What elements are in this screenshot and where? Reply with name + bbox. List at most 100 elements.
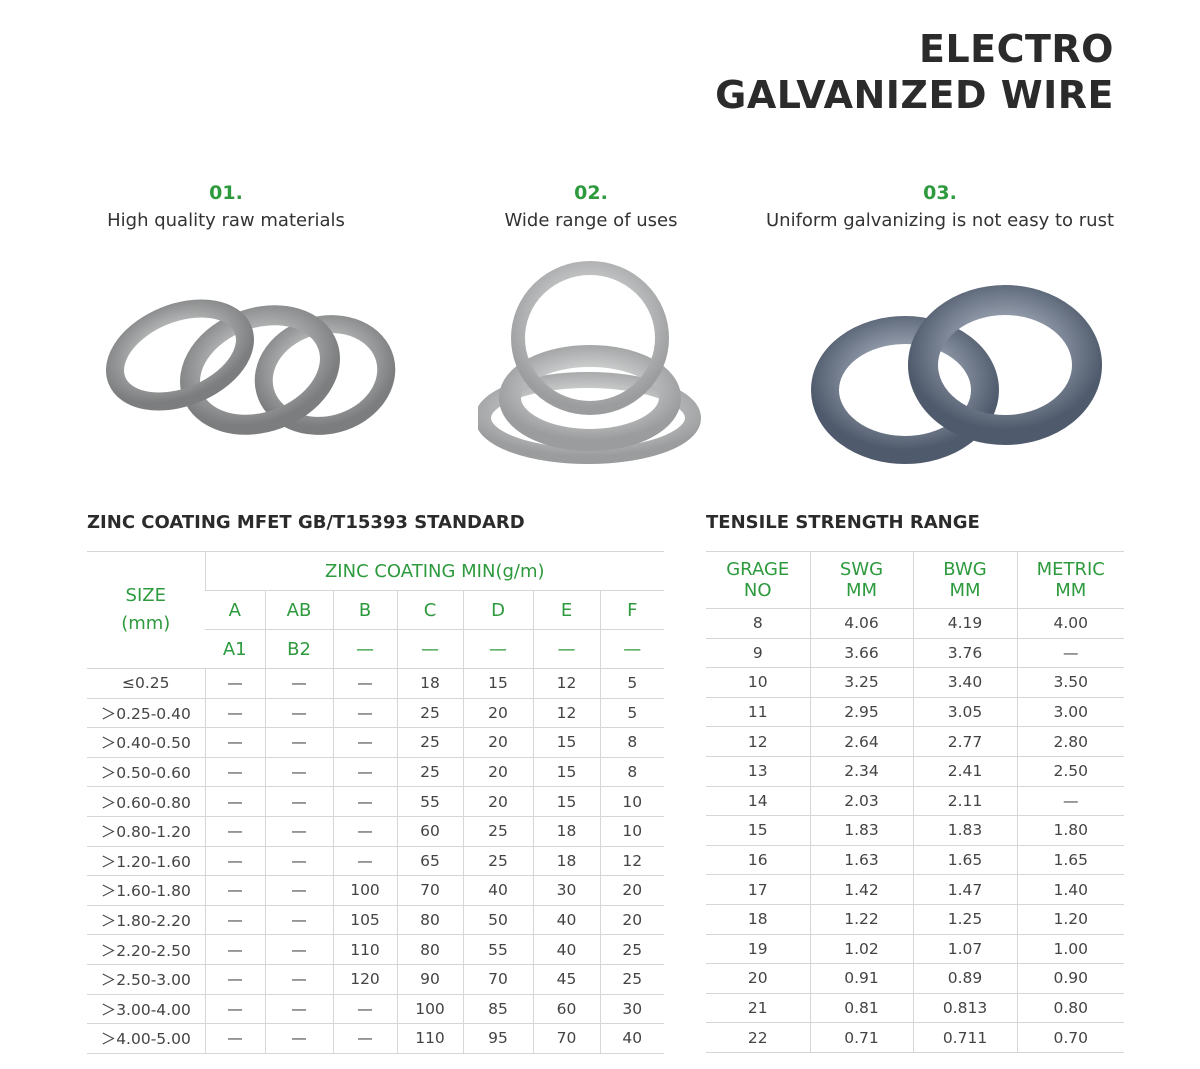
class-header: D: [462, 590, 533, 630]
value-cell: 2.11: [912, 785, 1017, 817]
table-row: 13 2.34 2.41 2.50: [706, 755, 1124, 787]
value-cell: 17: [706, 874, 810, 905]
coating-cell: —: [204, 845, 265, 877]
feature-3: 03. Uniform galvanizing is not easy to r…: [740, 180, 1140, 236]
size-header: SIZE (mm): [87, 551, 205, 669]
table-row: ＞1.60-1.80— —100 70 40 30 20: [87, 875, 664, 906]
feature-text: Wide range of uses: [504, 210, 678, 231]
table-row: 11 2.95 3.05 3.00: [706, 696, 1124, 728]
coating-cell: 110: [332, 934, 397, 965]
coating-cell: —: [264, 756, 333, 788]
value-cell: 0.89: [912, 963, 1017, 994]
coating-cell: 25: [462, 845, 533, 877]
table-row: 20 0.91 0.89 0.90: [706, 963, 1124, 994]
wire-coils-image-1: [106, 299, 396, 435]
coating-cell: 15: [532, 727, 600, 758]
size-cell: ＞0.80-1.20: [87, 815, 205, 847]
feature-text: Uniform galvanizing is not easy to rust: [765, 210, 1115, 231]
coating-cell: 8: [599, 727, 664, 758]
coating-cell: 105: [332, 904, 397, 936]
coating-cell: —: [204, 875, 265, 906]
size-cell: ＞3.00-4.00: [87, 993, 205, 1025]
column-header: SWG MM: [809, 551, 913, 609]
table-row: 21 0.81 0.813 0.80: [706, 992, 1124, 1024]
table-row: ＞3.00-4.00— — —100 85 60 30: [87, 993, 664, 1025]
coating-cell: —: [332, 815, 397, 847]
table-row: ＞2.50-3.00— —120 90 70 45 25: [87, 963, 664, 995]
coating-cell: 65: [396, 845, 463, 877]
coating-cell: 15: [532, 756, 600, 788]
coating-cell: 120: [332, 963, 397, 995]
class-header: B: [332, 590, 397, 630]
coating-cell: —: [204, 815, 265, 847]
coating-cell: 90: [396, 963, 463, 995]
value-cell: 0.813: [912, 992, 1017, 1024]
coating-cell: 25: [599, 963, 664, 995]
coating-cell: 30: [532, 875, 600, 906]
feature-2: 02. Wide range of uses: [460, 180, 722, 236]
table-row: 12 2.64 2.77 2.80: [706, 726, 1124, 757]
table-row: 9 3.66 3.76—: [706, 637, 1124, 669]
value-cell: 0.70: [1016, 1022, 1124, 1053]
size-cell: ＞0.25-0.40: [87, 697, 205, 729]
coating-cell: 18: [532, 815, 600, 847]
value-cell: 1.02: [809, 933, 913, 965]
coating-cell: 12: [599, 845, 664, 877]
value-cell: 1.20: [1016, 903, 1124, 935]
coating-cell: 40: [599, 1023, 664, 1054]
coating-cell: —: [204, 993, 265, 1025]
value-cell: 16: [706, 844, 810, 876]
coating-cell: 18: [532, 845, 600, 877]
value-cell: 22: [706, 1022, 810, 1053]
zinc-section-title: ZINC COATING MFET GB/T15393 STANDARD: [87, 512, 525, 533]
value-cell: 18: [706, 903, 810, 935]
coating-cell: 18: [396, 668, 463, 699]
size-cell: ＞1.60-1.80: [87, 875, 205, 906]
value-cell: 1.83: [912, 815, 1017, 846]
value-cell: 0.711: [912, 1022, 1017, 1053]
subclass-header: B2: [264, 629, 333, 669]
value-cell: 1.63: [809, 844, 913, 876]
coating-cell: 45: [532, 963, 600, 995]
size-cell: ＞0.40-0.50: [87, 727, 205, 758]
coating-cell: 20: [462, 756, 533, 788]
coating-cell: 5: [599, 668, 664, 699]
coating-cell: 20: [462, 727, 533, 758]
table-row: ＞1.20-1.60— — —65 25 18 12: [87, 845, 664, 877]
coating-cell: 12: [532, 668, 600, 699]
coating-cell: —: [332, 1023, 397, 1054]
page-title: ELECTRO GALVANIZED WIRE: [715, 26, 1114, 118]
coating-cell: 40: [532, 904, 600, 936]
class-header: AB: [264, 590, 333, 630]
size-cell: ＞2.20-2.50: [87, 934, 205, 965]
coating-cell: 60: [396, 815, 463, 847]
coating-cell: —: [264, 786, 333, 817]
coating-cell: —: [264, 845, 333, 877]
coating-cell: —: [264, 815, 333, 847]
feature-number: 02.: [574, 182, 608, 204]
subclass-header: —: [332, 629, 397, 669]
coating-cell: 5: [599, 697, 664, 729]
coating-cell: —: [264, 875, 333, 906]
size-cell: ＞0.50-0.60: [87, 756, 205, 788]
coating-cell: 60: [532, 993, 600, 1025]
coating-cell: 8: [599, 756, 664, 788]
value-cell: 1.22: [809, 903, 913, 935]
coating-cell: 110: [396, 1023, 463, 1054]
size-cell: ＞4.00-5.00: [87, 1023, 205, 1054]
coating-cell: 20: [462, 697, 533, 729]
coating-cell: 30: [599, 993, 664, 1025]
value-cell: 21: [706, 992, 810, 1024]
coating-cell: —: [264, 668, 333, 699]
coating-cell: 80: [396, 934, 463, 965]
title-line-2: GALVANIZED WIRE: [715, 73, 1114, 117]
value-cell: 2.64: [809, 726, 913, 757]
coating-cell: —: [264, 1023, 333, 1054]
class-header: A: [205, 590, 265, 630]
table-row: 17 1.42 1.47 1.40: [706, 874, 1124, 905]
coating-cell: —: [204, 727, 265, 758]
value-cell: 1.65: [912, 844, 1017, 876]
coating-cell: —: [264, 934, 333, 965]
table-row: ≤0.25— — —18 15 12 5: [87, 668, 664, 699]
coating-cell: —: [204, 668, 265, 699]
